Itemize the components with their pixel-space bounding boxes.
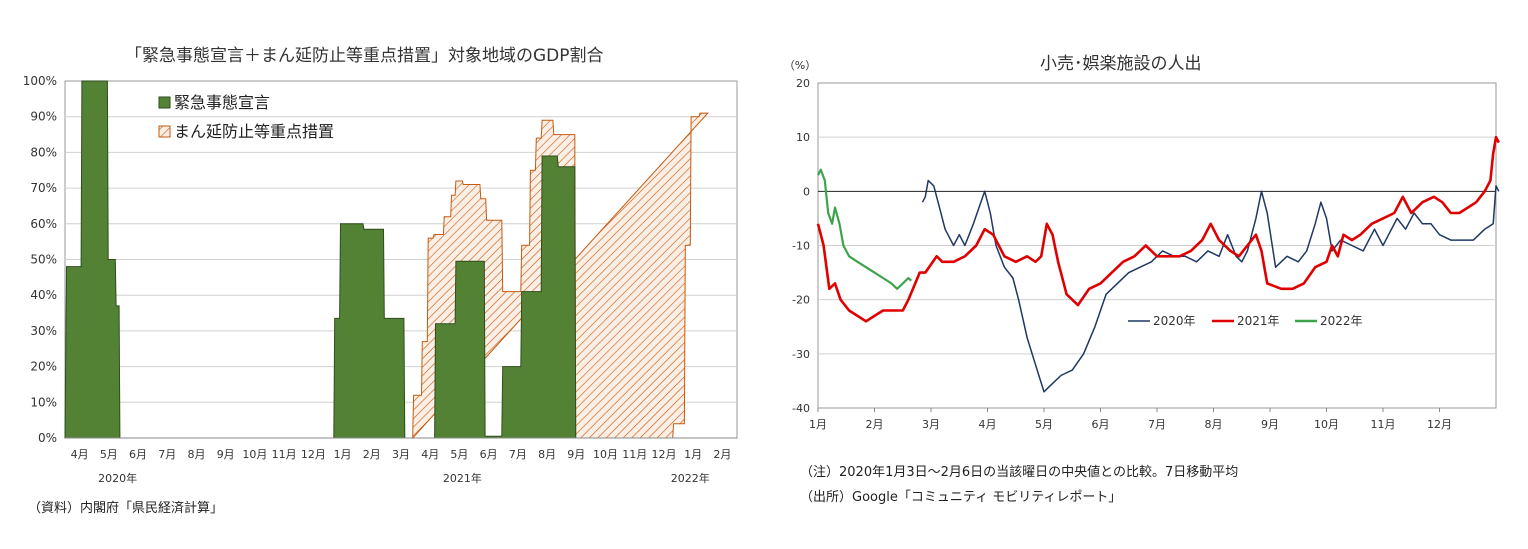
left-chart-panel: 「緊急事態宣言＋まん延防止等重点措置」対象地域のGDP割合 0% 10% 20% 30… bbox=[0, 0, 760, 549]
y-tick-label: 90% bbox=[30, 110, 57, 124]
x-tick-label: 3月 bbox=[922, 418, 940, 431]
y-tick-label: -20 bbox=[792, 294, 810, 307]
x-tick-label: 11月 bbox=[1371, 418, 1396, 431]
legend-label-kinkyu-jitai: 緊急事態宣言 bbox=[174, 93, 270, 112]
x-tick-label: 10月 bbox=[593, 448, 618, 461]
x-tick-label: 9月 bbox=[567, 448, 585, 461]
x-tick-label: 8月 bbox=[187, 448, 205, 461]
x-tick-label: 4月 bbox=[421, 448, 439, 461]
y-tick-label: 30% bbox=[30, 324, 57, 338]
y-tick-label: -30 bbox=[792, 348, 810, 361]
x-year-label: 2022年 bbox=[671, 471, 710, 485]
x-tick-label: 1月 bbox=[809, 418, 827, 431]
legend-swatch-kinkyu-jitai bbox=[158, 96, 171, 109]
x-tick-label: 11月 bbox=[622, 448, 647, 461]
x-tick-label: 4月 bbox=[979, 418, 997, 431]
y-tick-label: 10% bbox=[30, 395, 57, 409]
x-tick-label: 5月 bbox=[1035, 418, 1053, 431]
y-axis-unit: （%） bbox=[784, 59, 816, 72]
x-tick-label: 9月 bbox=[217, 448, 235, 461]
y-tick-label: -40 bbox=[792, 402, 810, 415]
x-tick-label: 1月 bbox=[684, 448, 702, 461]
x-tick-label: 7月 bbox=[509, 448, 527, 461]
right-note-2: （出所）Google「コミュニティ モビリティレポート」 bbox=[800, 490, 1122, 505]
y-tick-label: 60% bbox=[30, 217, 57, 231]
y-tick-label: 100% bbox=[23, 74, 57, 88]
x-tick-label: 9月 bbox=[1261, 418, 1279, 431]
right-chart-svg: -40 -30 -20 -10 0 10 20 （%） 1月 2月 3月 4月 5月 6月 7月 8月 9月 10… bbox=[784, 59, 1500, 431]
right-note-1: （注）2020年1月3日～2月6日の当該曜日の中央値との比較。7日移動平均 bbox=[800, 465, 1239, 480]
x-tick-label: 6月 bbox=[129, 448, 147, 461]
y-tick-label: 80% bbox=[30, 145, 57, 159]
x-tick-label: 10月 bbox=[1314, 418, 1339, 431]
y-tick-label: -10 bbox=[792, 240, 810, 253]
y-tick-label: 10 bbox=[796, 131, 810, 144]
left-chart-svg: 0% 10% 20% 30% 40% 50% 60% 70% 80% 90% 100% 4月 5月 6月 7… bbox=[23, 74, 738, 485]
x-tick-label: 2月 bbox=[713, 448, 731, 461]
x-tick-label: 2月 bbox=[866, 418, 884, 431]
y-tick-label: 70% bbox=[30, 181, 57, 195]
line-series-0 bbox=[921, 179, 1500, 393]
x-tick-label: 6月 bbox=[480, 448, 498, 461]
area-series-kinkyu-jitai bbox=[64, 80, 577, 439]
x-tick-label: 11月 bbox=[272, 448, 297, 461]
line-series-2 bbox=[817, 168, 912, 290]
x-tick-label: 8月 bbox=[1205, 418, 1223, 431]
y-tick-label: 20% bbox=[30, 360, 57, 374]
x-tick-label: 10月 bbox=[242, 448, 267, 461]
x-year-label: 2020年 bbox=[98, 471, 137, 485]
x-tick-label: 1月 bbox=[334, 448, 352, 461]
x-tick-label: 2月 bbox=[363, 448, 381, 461]
x-tick-label: 5月 bbox=[450, 448, 468, 461]
legend-label-2: 2022年 bbox=[1320, 314, 1363, 328]
x-year-label: 2021年 bbox=[443, 471, 482, 485]
x-tick-label: 4月 bbox=[71, 448, 89, 461]
x-tick-label: 8月 bbox=[538, 448, 556, 461]
y-tick-label: 0 bbox=[803, 185, 810, 198]
right-chart-panel: 小売･娯楽施設の人出 -40 -30 -20 -10 0 10 20 （%） 1月 2月 3月 4月 5… bbox=[760, 0, 1528, 549]
legend-swatch-manen-boshi bbox=[158, 125, 171, 138]
x-tick-label: 7月 bbox=[1148, 418, 1166, 431]
line-series-1 bbox=[816, 135, 1500, 323]
left-chart-title: 「緊急事態宣言＋まん延防止等重点措置」対象地域のGDP割合 bbox=[125, 46, 604, 66]
right-chart-title: 小売･娯楽施設の人出 bbox=[1040, 54, 1202, 74]
y-tick-label: 20 bbox=[796, 77, 810, 90]
legend-label-manen-boshi: まん延防止等重点措置 bbox=[174, 122, 334, 141]
x-tick-label: 5月 bbox=[100, 448, 118, 461]
x-tick-label: 6月 bbox=[1092, 418, 1110, 431]
y-tick-label: 0% bbox=[38, 431, 57, 445]
y-tick-label: 40% bbox=[30, 288, 57, 302]
legend-label-1: 2021年 bbox=[1237, 314, 1280, 328]
x-tick-label: 12月 bbox=[651, 448, 676, 461]
y-tick-label: 50% bbox=[30, 253, 57, 267]
x-tick-label: 12月 bbox=[301, 448, 326, 461]
x-tick-label: 3月 bbox=[392, 448, 410, 461]
left-source-note: （資料）内閣府「県民経済計算」 bbox=[28, 501, 224, 516]
legend-label-0: 2020年 bbox=[1153, 314, 1196, 328]
x-tick-label: 7月 bbox=[158, 448, 176, 461]
x-tick-label: 12月 bbox=[1427, 418, 1452, 431]
